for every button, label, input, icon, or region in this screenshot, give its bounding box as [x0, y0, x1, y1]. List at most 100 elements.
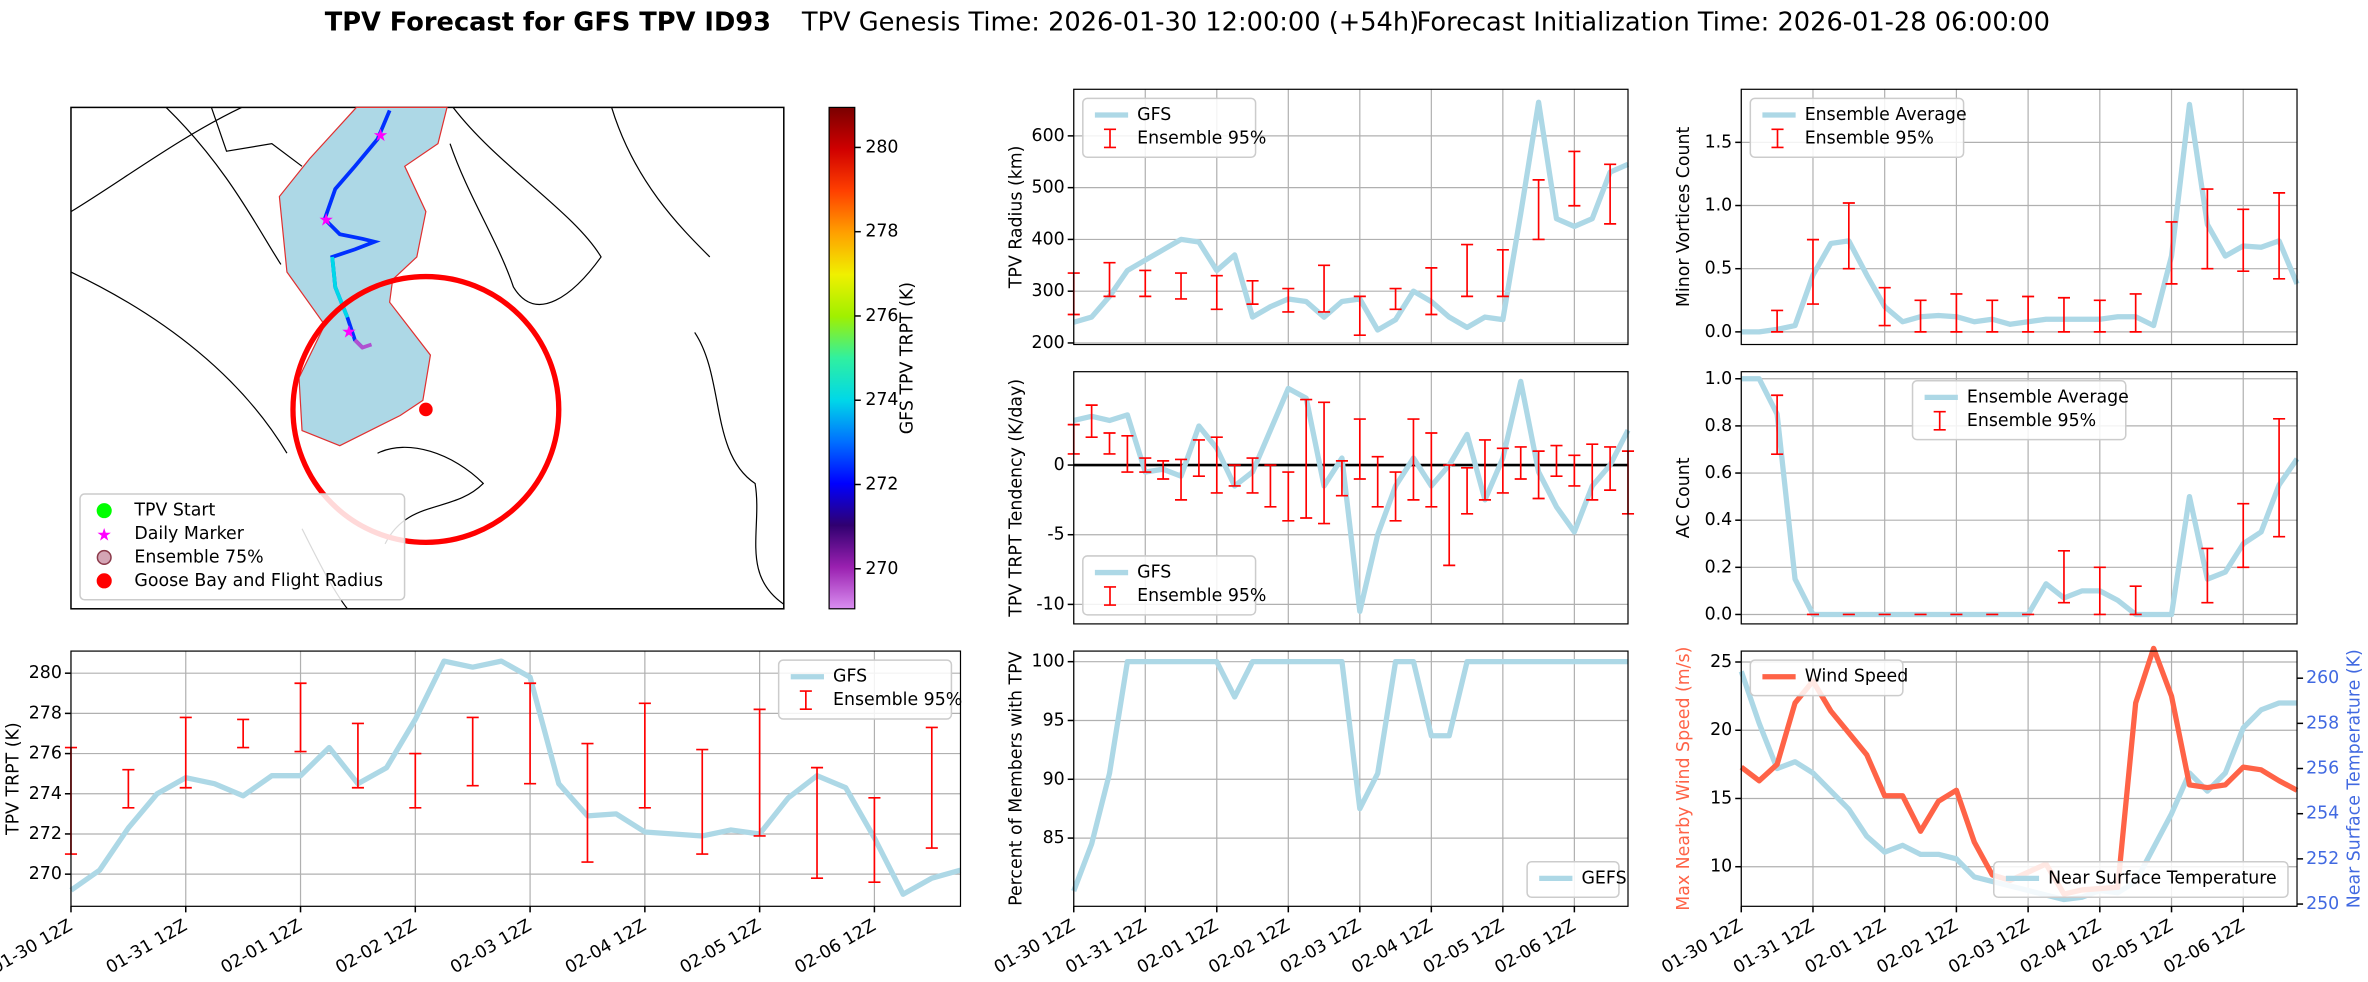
error-bar	[409, 752, 422, 809]
error-bar	[1842, 202, 1855, 270]
error-bar	[1121, 434, 1134, 473]
legend-box	[1749, 659, 1904, 697]
error-bar	[2273, 418, 2286, 538]
legend-label: Ensemble 95%	[1137, 128, 1266, 148]
legend-marker	[96, 573, 112, 589]
error-bar	[1604, 446, 1617, 491]
error-bar	[2022, 295, 2035, 333]
error-bar	[1514, 446, 1527, 480]
error-bar	[1425, 432, 1438, 508]
colorbar-label: GFS TPV TRPT (K)	[898, 282, 918, 434]
error-bar	[1604, 163, 1617, 225]
error-bar	[1335, 460, 1348, 497]
error-bar	[1425, 267, 1438, 316]
panel: 0.0 0.2 0.4 0.6 0.8 1.0 AC Count Ensemble Avera…	[1674, 369, 2300, 625]
y-tick-label: 0.5	[1705, 259, 1733, 279]
legend-label: Near Surface Temperature	[2048, 868, 2277, 888]
error-bar	[1461, 243, 1474, 298]
y2-tick-label: 256	[2306, 759, 2339, 779]
line-series	[69, 658, 962, 897]
error-bar	[1085, 404, 1098, 439]
y-axis-label: TPV TRPT (K)	[4, 722, 24, 836]
error-bar	[1103, 432, 1116, 455]
y2-tick-label: 252	[2306, 849, 2339, 869]
error-bar	[1568, 150, 1581, 207]
error-bar	[1496, 248, 1509, 298]
daily-marker: ★	[341, 322, 357, 342]
y-tick-label: 276	[29, 744, 62, 764]
error-bar	[466, 716, 479, 787]
x-tick-label: 02-04 12Z	[2017, 916, 2105, 978]
error-bar	[1353, 418, 1366, 480]
error-bar	[868, 796, 881, 884]
y-tick-label: 0.2	[1705, 557, 1733, 577]
y2-tick-label: 250	[2306, 894, 2339, 914]
error-bar	[1300, 398, 1313, 519]
y-axis-label: Max Nearby Wind Speed (m/s)	[1674, 647, 1694, 911]
x-tick-label: 01-30 12Z	[0, 916, 76, 978]
error-bar	[1568, 454, 1581, 487]
error-bar	[1532, 450, 1545, 500]
error-bar	[696, 748, 709, 855]
legend-label: Ensemble 95%	[1967, 411, 2096, 431]
line-series	[1073, 378, 1631, 615]
legend-box	[1749, 97, 1965, 158]
legend-label: Ensemble Average	[1967, 387, 2129, 407]
track-segment	[353, 338, 373, 350]
error-bar	[753, 708, 766, 837]
genesis-time: TPV Genesis Time: 2026-01-30 12:00:00 (+…	[801, 7, 1419, 37]
panel: -10 -5 0 TPV TRPT Tendency (K/day) GFS Ensemb…	[1006, 371, 1635, 625]
legend-box	[79, 493, 406, 601]
panel: 200 300 400 500 600 TPV Radius (km) GFS Ensembl…	[1006, 88, 1630, 353]
colorbar-tick-label: 276	[865, 306, 898, 326]
legend-label: Ensemble 95%	[1137, 586, 1266, 606]
error-bar	[1771, 309, 1784, 333]
y2-tick-label: 254	[2306, 804, 2339, 824]
colorbar-tick-label: 280	[865, 137, 898, 157]
error-bar	[1771, 394, 1784, 456]
y-tick-label: 95	[1043, 710, 1065, 730]
error-bar	[1210, 436, 1223, 494]
error-bar	[1550, 444, 1563, 478]
axes-frame	[1073, 650, 1629, 907]
x-tick-label: 02-02 12Z	[1205, 916, 1293, 978]
axes-frame	[1073, 371, 1629, 625]
y-tick-label: 278	[29, 703, 62, 723]
x-tick-label: 01-31 12Z	[1062, 916, 1150, 978]
legend-marker: ★	[96, 526, 112, 546]
error-bar	[1478, 439, 1492, 501]
daily-marker: ★	[373, 126, 389, 146]
error-bar	[1878, 286, 1891, 327]
error-bar	[1806, 238, 1820, 305]
error-bar	[1389, 287, 1402, 311]
x-tick-label: 02-01 12Z	[218, 916, 306, 978]
x-tick-label: 02-04 12Z	[562, 916, 650, 978]
y-tick-label: 0.8	[1705, 416, 1733, 436]
error-bar	[179, 716, 192, 789]
y-tick-label: 0.0	[1705, 322, 1733, 342]
error-bar	[925, 726, 938, 849]
error-bar	[2237, 502, 2250, 569]
flight-radius	[290, 273, 562, 545]
legend-marker	[96, 549, 112, 565]
error-bar	[1389, 471, 1402, 522]
y-axis-label: AC Count	[1674, 457, 1694, 538]
legend-label: Ensemble Average	[1805, 105, 1967, 125]
axes-frame	[1073, 88, 1629, 346]
error-bar	[2201, 188, 2214, 270]
error-bar	[1228, 464, 1241, 487]
y-axis-label: Minor Vortices Count	[1674, 127, 1694, 308]
legend-label: Ensemble 95%	[1805, 128, 1934, 148]
y-tick-label: 270	[29, 864, 62, 884]
error-bar	[1139, 269, 1152, 298]
x-tick-label: 02-02 12Z	[332, 916, 420, 978]
y-tick-label: 400	[1032, 229, 1065, 249]
legend-marker	[1103, 128, 1117, 149]
axes-frame	[1740, 88, 2298, 346]
y-tick-label: 0.4	[1705, 510, 1733, 530]
y-tick-label: 90	[1043, 769, 1065, 789]
